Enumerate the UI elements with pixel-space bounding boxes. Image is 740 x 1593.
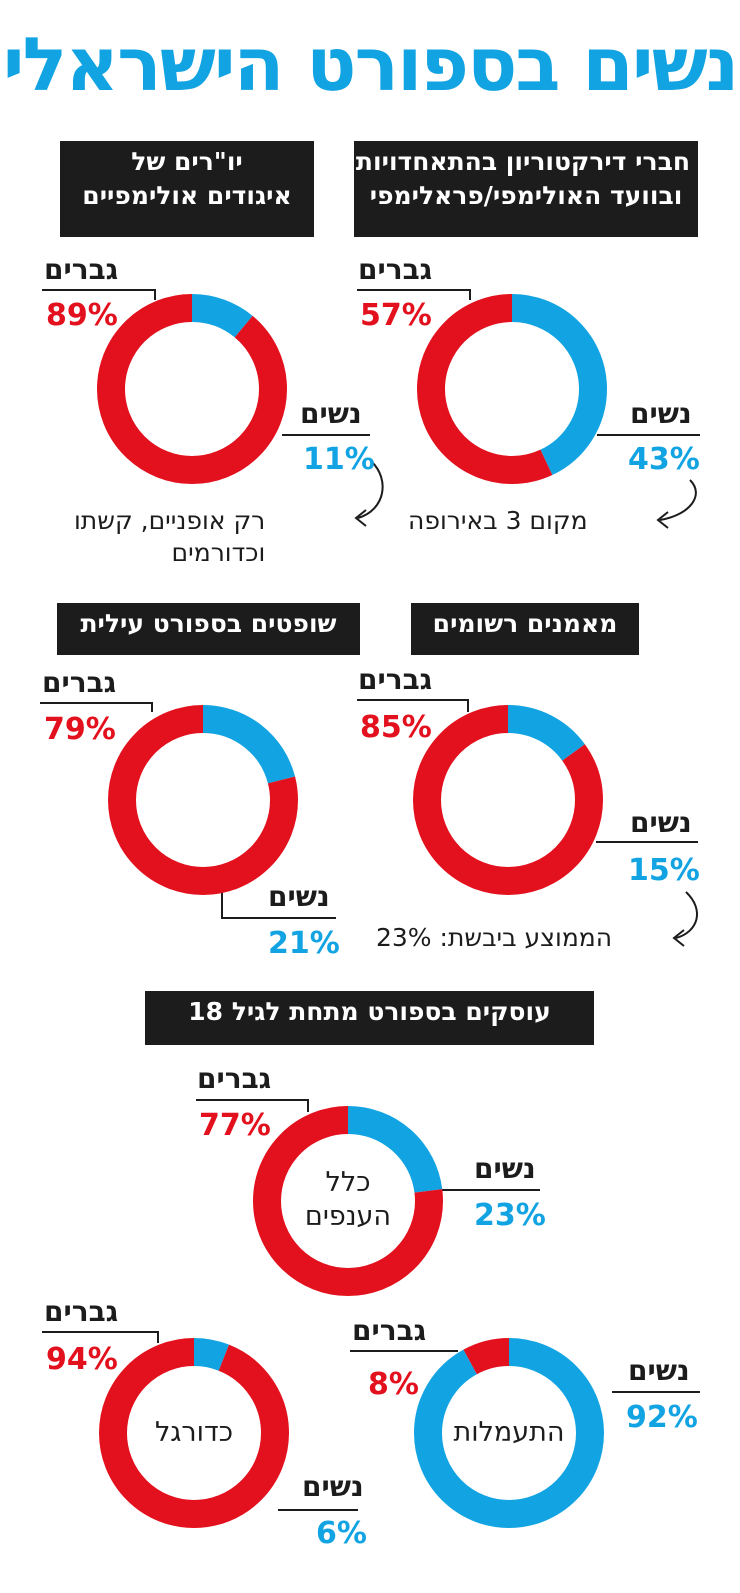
men-percent: 85%	[360, 710, 432, 745]
men-percent: 77%	[199, 1108, 271, 1143]
center-label-all: כלל הענפים	[288, 1166, 408, 1234]
header-line: איגודים אולימפיים	[82, 181, 292, 210]
women-percent: 21%	[268, 926, 340, 961]
donut-chart-football	[99, 1338, 289, 1528]
women-percent: 43%	[628, 442, 700, 477]
section-header-under18: עוסקים בספורט מתחת לגיל 18	[145, 991, 594, 1045]
header-line: ובוועד האולימפי/פראלימפי	[369, 181, 683, 210]
men-slice	[97, 294, 287, 484]
men-slice	[99, 1338, 289, 1528]
chart-header-referees: שופטים בספורט עילית	[57, 603, 360, 655]
women-label: נשים	[628, 1354, 690, 1387]
donut-chart-directors	[417, 294, 607, 484]
center-label-gymnastics: התעמלות	[439, 1416, 579, 1450]
arrow-head	[354, 509, 367, 527]
leader-line	[357, 289, 471, 300]
center-line: כדורגל	[154, 1417, 234, 1448]
note-coaches: הממוצע ביבשת: 23%	[376, 923, 613, 952]
header-line: מאמנים רשומים	[432, 609, 618, 638]
men-slice	[108, 705, 298, 895]
women-percent: 92%	[626, 1400, 698, 1435]
page-title: נשים בספורט הישראלי	[2, 22, 740, 108]
header-line: חברי דירקטוריון בהתאחדויות	[355, 147, 690, 176]
note-line: רק אופניים, קשתו	[74, 506, 266, 535]
note-chairs: רק אופניים, קשתו וכדורמים	[74, 505, 265, 569]
men-percent: 89%	[46, 298, 118, 333]
chart-header-chairs: יו"רים של איגודים אולימפיים	[60, 141, 314, 237]
women-label: נשים	[474, 1152, 536, 1185]
donut-chart-gymnastics	[414, 1338, 604, 1528]
women-percent: 6%	[316, 1516, 367, 1551]
women-label: נשים	[630, 806, 692, 839]
header-line: יו"רים של	[131, 147, 243, 176]
center-line: התעמלות	[453, 1417, 565, 1448]
donut-chart-all	[253, 1106, 443, 1296]
men-slice	[253, 1106, 443, 1296]
men-percent: 79%	[44, 712, 116, 747]
men-label: גברים	[358, 663, 433, 696]
donut-chart-referees	[108, 705, 298, 895]
women-label: נשים	[300, 397, 362, 430]
note-arrow	[659, 479, 697, 521]
note-arrow	[357, 461, 384, 519]
donut-chart-chairs	[97, 294, 287, 484]
men-label: גברים	[44, 253, 119, 286]
note-directors: מקום 3 באירופה	[408, 506, 588, 535]
center-label-football: כדורגל	[134, 1416, 254, 1450]
center-line: הענפים	[304, 1201, 392, 1232]
men-percent: 8%	[368, 1367, 419, 1402]
header-line: שופטים בספורט עילית	[80, 609, 337, 638]
women-percent: 23%	[474, 1198, 546, 1233]
women-label: נשים	[268, 880, 330, 913]
men-percent: 57%	[360, 298, 432, 333]
leader-line	[357, 699, 469, 712]
arrow-head	[672, 929, 685, 947]
leader-line	[196, 1099, 309, 1112]
men-slice	[413, 705, 603, 895]
women-label: נשים	[302, 1470, 364, 1503]
leader-line	[42, 289, 156, 300]
note-arrow	[675, 891, 698, 939]
men-label: גברים	[358, 253, 433, 286]
men-label: גברים	[352, 1314, 427, 1347]
note-line: וכדורמים	[171, 538, 266, 567]
women-percent: 15%	[628, 853, 700, 888]
men-percent: 94%	[46, 1342, 118, 1377]
men-label: גברים	[42, 666, 117, 699]
arrow-head	[656, 511, 669, 529]
men-slice	[414, 1338, 604, 1528]
donut-chart-coaches	[413, 705, 603, 895]
women-percent: 11%	[303, 442, 375, 477]
men-label: גברים	[197, 1062, 272, 1095]
leader-line	[40, 702, 153, 712]
men-slice	[417, 294, 607, 484]
leader-line	[42, 1331, 159, 1343]
chart-header-coaches: מאמנים רשומים	[411, 603, 639, 655]
women-label: נשים	[630, 397, 692, 430]
center-line: כלל	[325, 1167, 371, 1198]
men-label: גברים	[44, 1295, 119, 1328]
chart-header-directors: חברי דירקטוריון בהתאחדויות ובוועד האולימ…	[354, 141, 698, 237]
header-line: עוסקים בספורט מתחת לגיל 18	[188, 997, 551, 1026]
